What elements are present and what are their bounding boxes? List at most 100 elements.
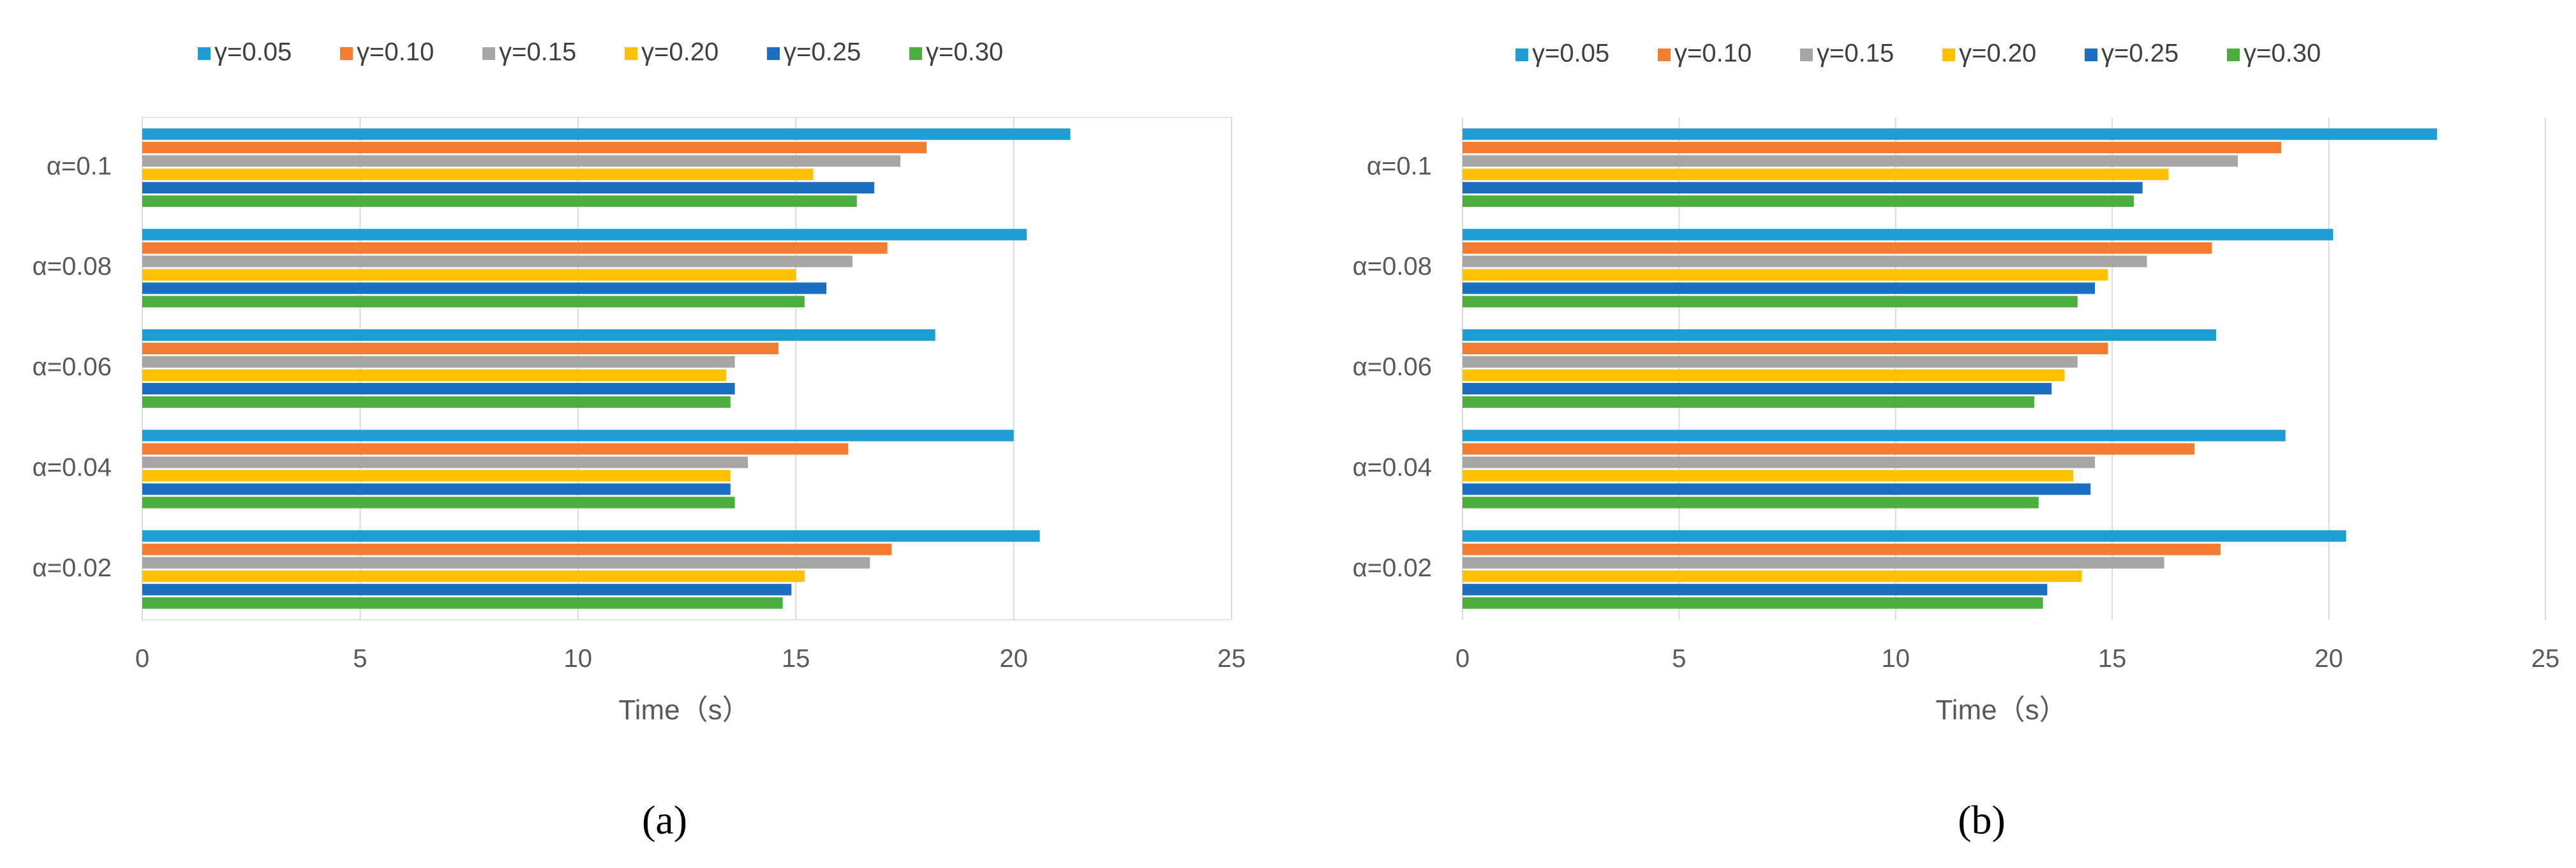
bar (142, 195, 857, 207)
legend-swatch (1515, 49, 1528, 61)
bar (1463, 182, 2143, 194)
legend-label: γ=0.25 (784, 38, 861, 66)
legend-swatch (198, 47, 211, 60)
x-tick-label: 10 (1882, 645, 1910, 673)
legend-item: γ=0.30 (909, 38, 1003, 66)
bar (142, 597, 783, 609)
bar (142, 583, 792, 595)
bar (1463, 430, 2286, 442)
legend-label: γ=0.05 (214, 38, 292, 66)
bar (1463, 597, 2043, 609)
legend-item: γ=0.10 (1658, 40, 1752, 68)
x-tick-label: 20 (2314, 645, 2343, 673)
bar (1463, 242, 2212, 254)
chart-panel-a: α=0.1 α=0.08 α=0.06 α=0.04 α=0.02 0 5 10 15 20 25 T… (33, 38, 1246, 842)
bar (1463, 483, 2091, 495)
y-tick-label: α=0.08 (1353, 253, 1432, 281)
legend-swatch (482, 47, 495, 60)
y-tick-label: α=0.1 (47, 152, 112, 180)
y-tick-label: α=0.1 (1367, 152, 1432, 180)
legend-swatch (1658, 49, 1671, 61)
bar (1463, 443, 2195, 455)
bar (1463, 370, 2065, 381)
bar (142, 228, 1027, 241)
bar (1463, 269, 2108, 281)
legend-label: γ=0.10 (1674, 40, 1752, 68)
x-tick-label: 0 (135, 645, 149, 673)
bar (142, 356, 735, 368)
bar (1463, 296, 2078, 308)
bar (142, 343, 778, 354)
x-tick-label: 5 (1672, 645, 1686, 673)
x-tick-label: 15 (782, 645, 810, 673)
x-tick-label: 20 (999, 645, 1028, 673)
bar (1463, 583, 2048, 595)
bar (1463, 543, 2221, 555)
legend-swatch (340, 47, 353, 60)
legend-label: γ=0.15 (1817, 40, 1894, 68)
bar (142, 557, 870, 569)
bar (142, 269, 796, 281)
legend-item: γ=0.30 (2227, 40, 2321, 68)
legend-item: γ=0.15 (1800, 40, 1894, 68)
bar (1463, 329, 2217, 341)
x-tick-label: 0 (1456, 645, 1470, 673)
bar (142, 242, 888, 254)
x-axis-title: Time（s） (1935, 694, 2067, 726)
y-tick-label: α=0.04 (1353, 453, 1432, 481)
bar (1463, 142, 2281, 154)
legend-item: γ=0.15 (482, 38, 576, 66)
legend-swatch (909, 47, 922, 60)
legend-swatch (1942, 49, 1955, 61)
legend-label: γ=0.30 (2244, 40, 2321, 68)
legend-swatch (767, 47, 780, 60)
bar (1463, 282, 2096, 294)
y-tick-label: α=0.02 (33, 554, 112, 582)
bar (1463, 155, 2238, 167)
bar (142, 255, 852, 267)
y-tick-label: α=0.08 (33, 253, 112, 281)
bar (142, 483, 731, 495)
bar (142, 182, 875, 194)
bar (1463, 228, 2334, 241)
bar (142, 383, 735, 394)
bar (1463, 383, 2052, 394)
legend-item: γ=0.20 (625, 38, 718, 66)
legend-item: γ=0.25 (767, 38, 861, 66)
legend-label: γ=0.20 (1959, 40, 2036, 68)
bar (142, 456, 748, 468)
x-tick-label: 15 (2098, 645, 2127, 673)
bar (142, 430, 1014, 442)
bar (142, 370, 726, 381)
legend-item: γ=0.25 (2085, 40, 2178, 68)
bar (1463, 570, 2082, 582)
y-tick-label: α=0.06 (1353, 353, 1432, 381)
x-tick-label: 25 (1217, 645, 1246, 673)
legend-label: γ=0.10 (357, 38, 434, 66)
bar (142, 470, 731, 482)
legend-swatch (2227, 49, 2240, 61)
bar (1463, 255, 2147, 267)
panel-caption: (b) (1958, 797, 2006, 842)
legend-swatch (1800, 49, 1813, 61)
bar (1463, 470, 2074, 482)
x-tick-label: 25 (2531, 645, 2560, 673)
bar (1463, 396, 2035, 408)
legend-item: γ=0.10 (340, 38, 434, 66)
legend-label: γ=0.05 (1532, 40, 1609, 68)
legend-label: γ=0.20 (641, 38, 718, 66)
bar (142, 128, 1071, 140)
bar (142, 570, 805, 582)
chart-panel-b: α=0.1 α=0.08 α=0.06 α=0.04 α=0.02 0 5 10 15 20 25 T… (1353, 40, 2560, 842)
bar (142, 142, 927, 154)
bar (142, 155, 901, 167)
bar (142, 296, 805, 308)
legend-label: γ=0.30 (926, 38, 1003, 66)
bar (142, 497, 735, 509)
x-tick-label: 5 (353, 645, 367, 673)
legend-item: γ=0.05 (198, 38, 292, 66)
bar (142, 329, 935, 341)
y-tick-label: α=0.02 (1353, 554, 1432, 582)
bar (142, 282, 826, 294)
